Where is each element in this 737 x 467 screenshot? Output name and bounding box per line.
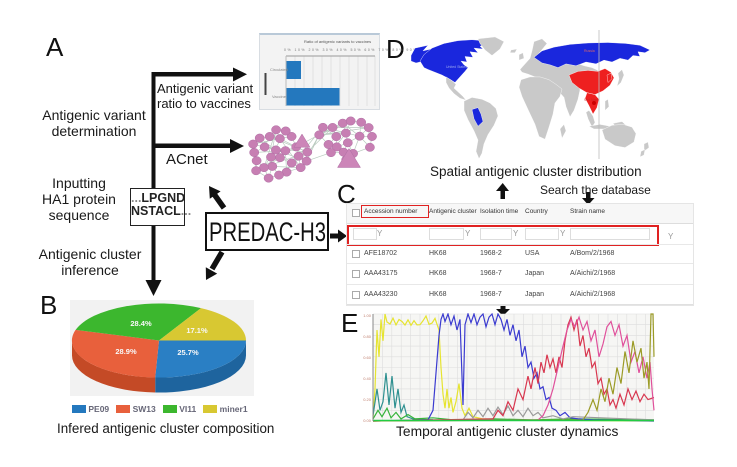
svg-text:28.4%: 28.4%	[130, 319, 152, 328]
svg-text:1.00: 1.00	[363, 313, 372, 318]
svg-text:0.00: 0.00	[363, 418, 372, 423]
svg-text:0.20: 0.20	[363, 397, 372, 402]
svg-text:Viet Nam: Viet Nam	[584, 98, 598, 102]
svg-text:0.80: 0.80	[363, 334, 372, 339]
svg-text:Russia: Russia	[584, 49, 595, 53]
svg-text:Vaccine: Vaccine	[272, 94, 287, 99]
svg-text:0.60: 0.60	[363, 355, 372, 360]
svg-text:25.7%: 25.7%	[177, 348, 199, 357]
svg-text:Circulated: Circulated	[270, 67, 288, 72]
svg-text:28.9%: 28.9%	[115, 347, 137, 356]
svg-text:United States: United States	[446, 65, 467, 69]
svg-text:17.1%: 17.1%	[186, 326, 208, 335]
svg-text:0.40: 0.40	[363, 376, 372, 381]
